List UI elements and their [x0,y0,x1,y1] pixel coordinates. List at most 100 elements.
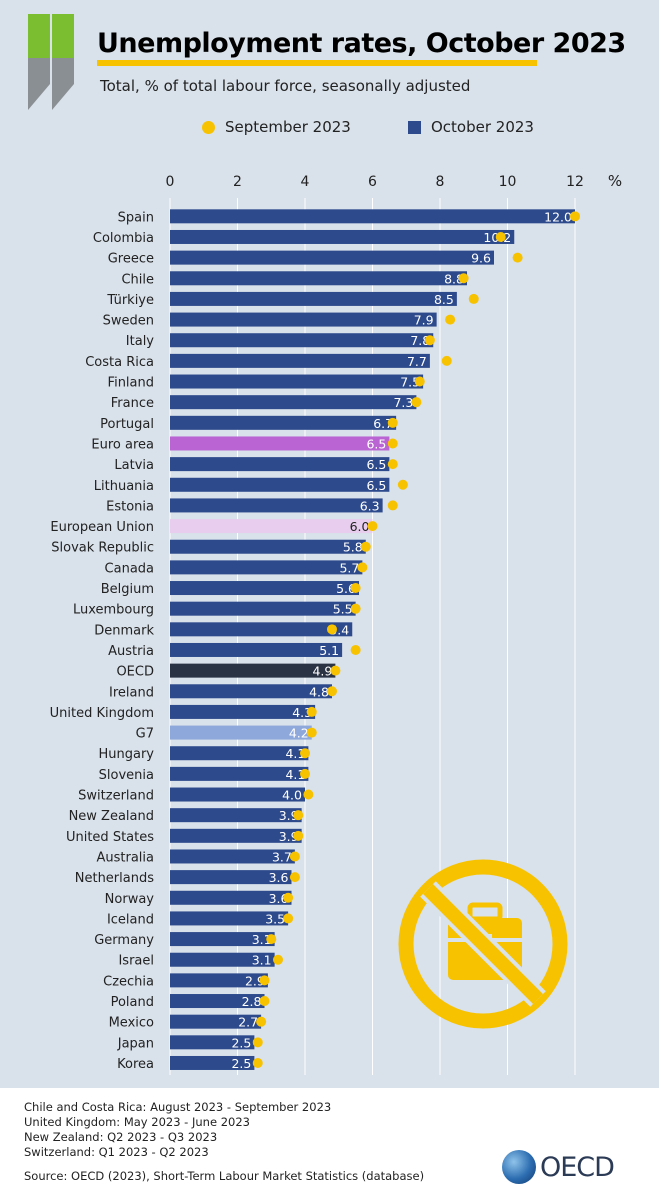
bar [170,333,434,348]
bar [170,581,359,596]
bar [170,1014,262,1029]
bar-row: Slovak Republic 5.8 [51,539,371,556]
category-label: Slovak Republic [51,541,154,556]
category-label: New Zealand [69,809,154,824]
bar [170,870,292,885]
value-label: 2.5 [231,1035,251,1050]
bar [170,291,457,306]
bar-row: Sweden 7.9 [103,312,456,329]
bar-row: Greece 9.6 [108,250,523,267]
bar [170,271,467,286]
september-dot [387,438,398,449]
page-subtitle: Total, % of total labour force, seasonal… [100,77,471,95]
legend-label-october: October 2023 [431,118,534,136]
value-label: 8.8 [444,271,464,286]
september-dot [468,293,479,304]
september-dot [397,479,408,490]
category-label: G7 [136,727,154,742]
category-label: Mexico [109,1016,154,1031]
bar-row: Iceland 3.5 [107,911,294,927]
bar-row: Colombia10.2 [93,229,515,246]
x-tick-label: 4 [301,174,310,190]
title-underline [97,60,537,66]
bar-row: United States 3.9 [66,828,304,845]
bar-row: Euro area 6.5 [91,436,398,452]
bar-row: Netherlands 3.6 [75,870,300,886]
category-label: Australia [96,850,154,865]
bar [170,312,437,327]
legend-dot-icon [202,120,215,134]
category-label: Netherlands [75,871,154,886]
value-label: 5.6 [336,581,356,596]
x-tick-label: 8 [436,174,445,190]
bar-row: Latvia 6.5 [114,457,398,473]
value-label: 9.6 [471,251,491,266]
bar [170,1055,255,1070]
category-label: Latvia [114,458,154,473]
bar [170,787,305,802]
september-dot [266,934,277,945]
category-label: Poland [111,995,154,1010]
value-label: 3.9 [279,808,299,823]
bar [170,911,289,926]
bar [170,932,275,947]
category-label: Norway [105,892,155,907]
footer-note: Switzerland: Q1 2023 - Q2 2023 [24,1145,209,1159]
x-tick-label: 12 [566,174,584,190]
category-label: Greece [108,252,154,267]
bar-row: Poland 2.8 [111,994,270,1010]
september-dot [273,954,283,965]
bar-row: Austria 5.1 [108,642,361,659]
category-label: Colombia [93,231,154,246]
value-label: 3.6 [269,891,289,906]
value-label: 7.7 [407,354,427,369]
value-label: 7.5 [400,375,420,390]
september-dot [259,996,270,1007]
september-dot [303,789,314,800]
bar-row: Japan 2.5 [117,1035,263,1051]
footer-note: Chile and Costa Rica: August 2023 - Sept… [24,1100,332,1114]
x-tick-label: 6 [368,174,377,190]
september-dot [289,851,300,862]
september-dot [289,872,300,883]
x-tick-label: 2 [233,174,242,190]
globe-icon [502,1150,536,1184]
category-label: Iceland [107,912,154,927]
september-dot [306,727,317,738]
footer-note: New Zealand: Q2 2023 - Q3 2023 [24,1130,218,1144]
category-label: France [111,396,154,411]
bar [170,601,356,616]
bar [170,498,383,513]
september-dot [445,314,456,325]
bar [170,725,312,740]
september-dot [441,355,452,366]
bar-row: Lithuania 6.5 [94,477,408,494]
september-dot [293,810,304,821]
bar [170,973,268,988]
september-dot [414,376,425,387]
bar-row: France 7.3 [111,395,422,411]
bar [170,353,430,368]
september-dot [252,1037,263,1048]
category-label: United Kingdom [50,706,154,721]
september-dot [367,521,378,532]
value-label: 2.9 [245,973,265,988]
category-label: European Union [50,520,154,535]
category-label: Italy [126,334,155,349]
bar [170,519,373,534]
september-dot [495,231,506,242]
category-label: OECD [116,665,154,680]
september-dot [256,1016,267,1027]
bar-row: Estonia 6.3 [106,498,398,514]
category-label: Korea [117,1057,154,1072]
bar [170,994,265,1009]
bar-row: Israel 3.1 [118,952,283,969]
legend-label-september: September 2023 [225,118,351,136]
september-dot [387,417,398,428]
september-dot [330,665,341,676]
value-label: 3.7 [272,849,292,864]
bar-row: United Kingdom 4.3 [50,704,317,721]
september-dot [306,706,317,717]
value-label: 12.0 [544,209,572,224]
bar-row: Australia 3.7 [96,849,300,865]
